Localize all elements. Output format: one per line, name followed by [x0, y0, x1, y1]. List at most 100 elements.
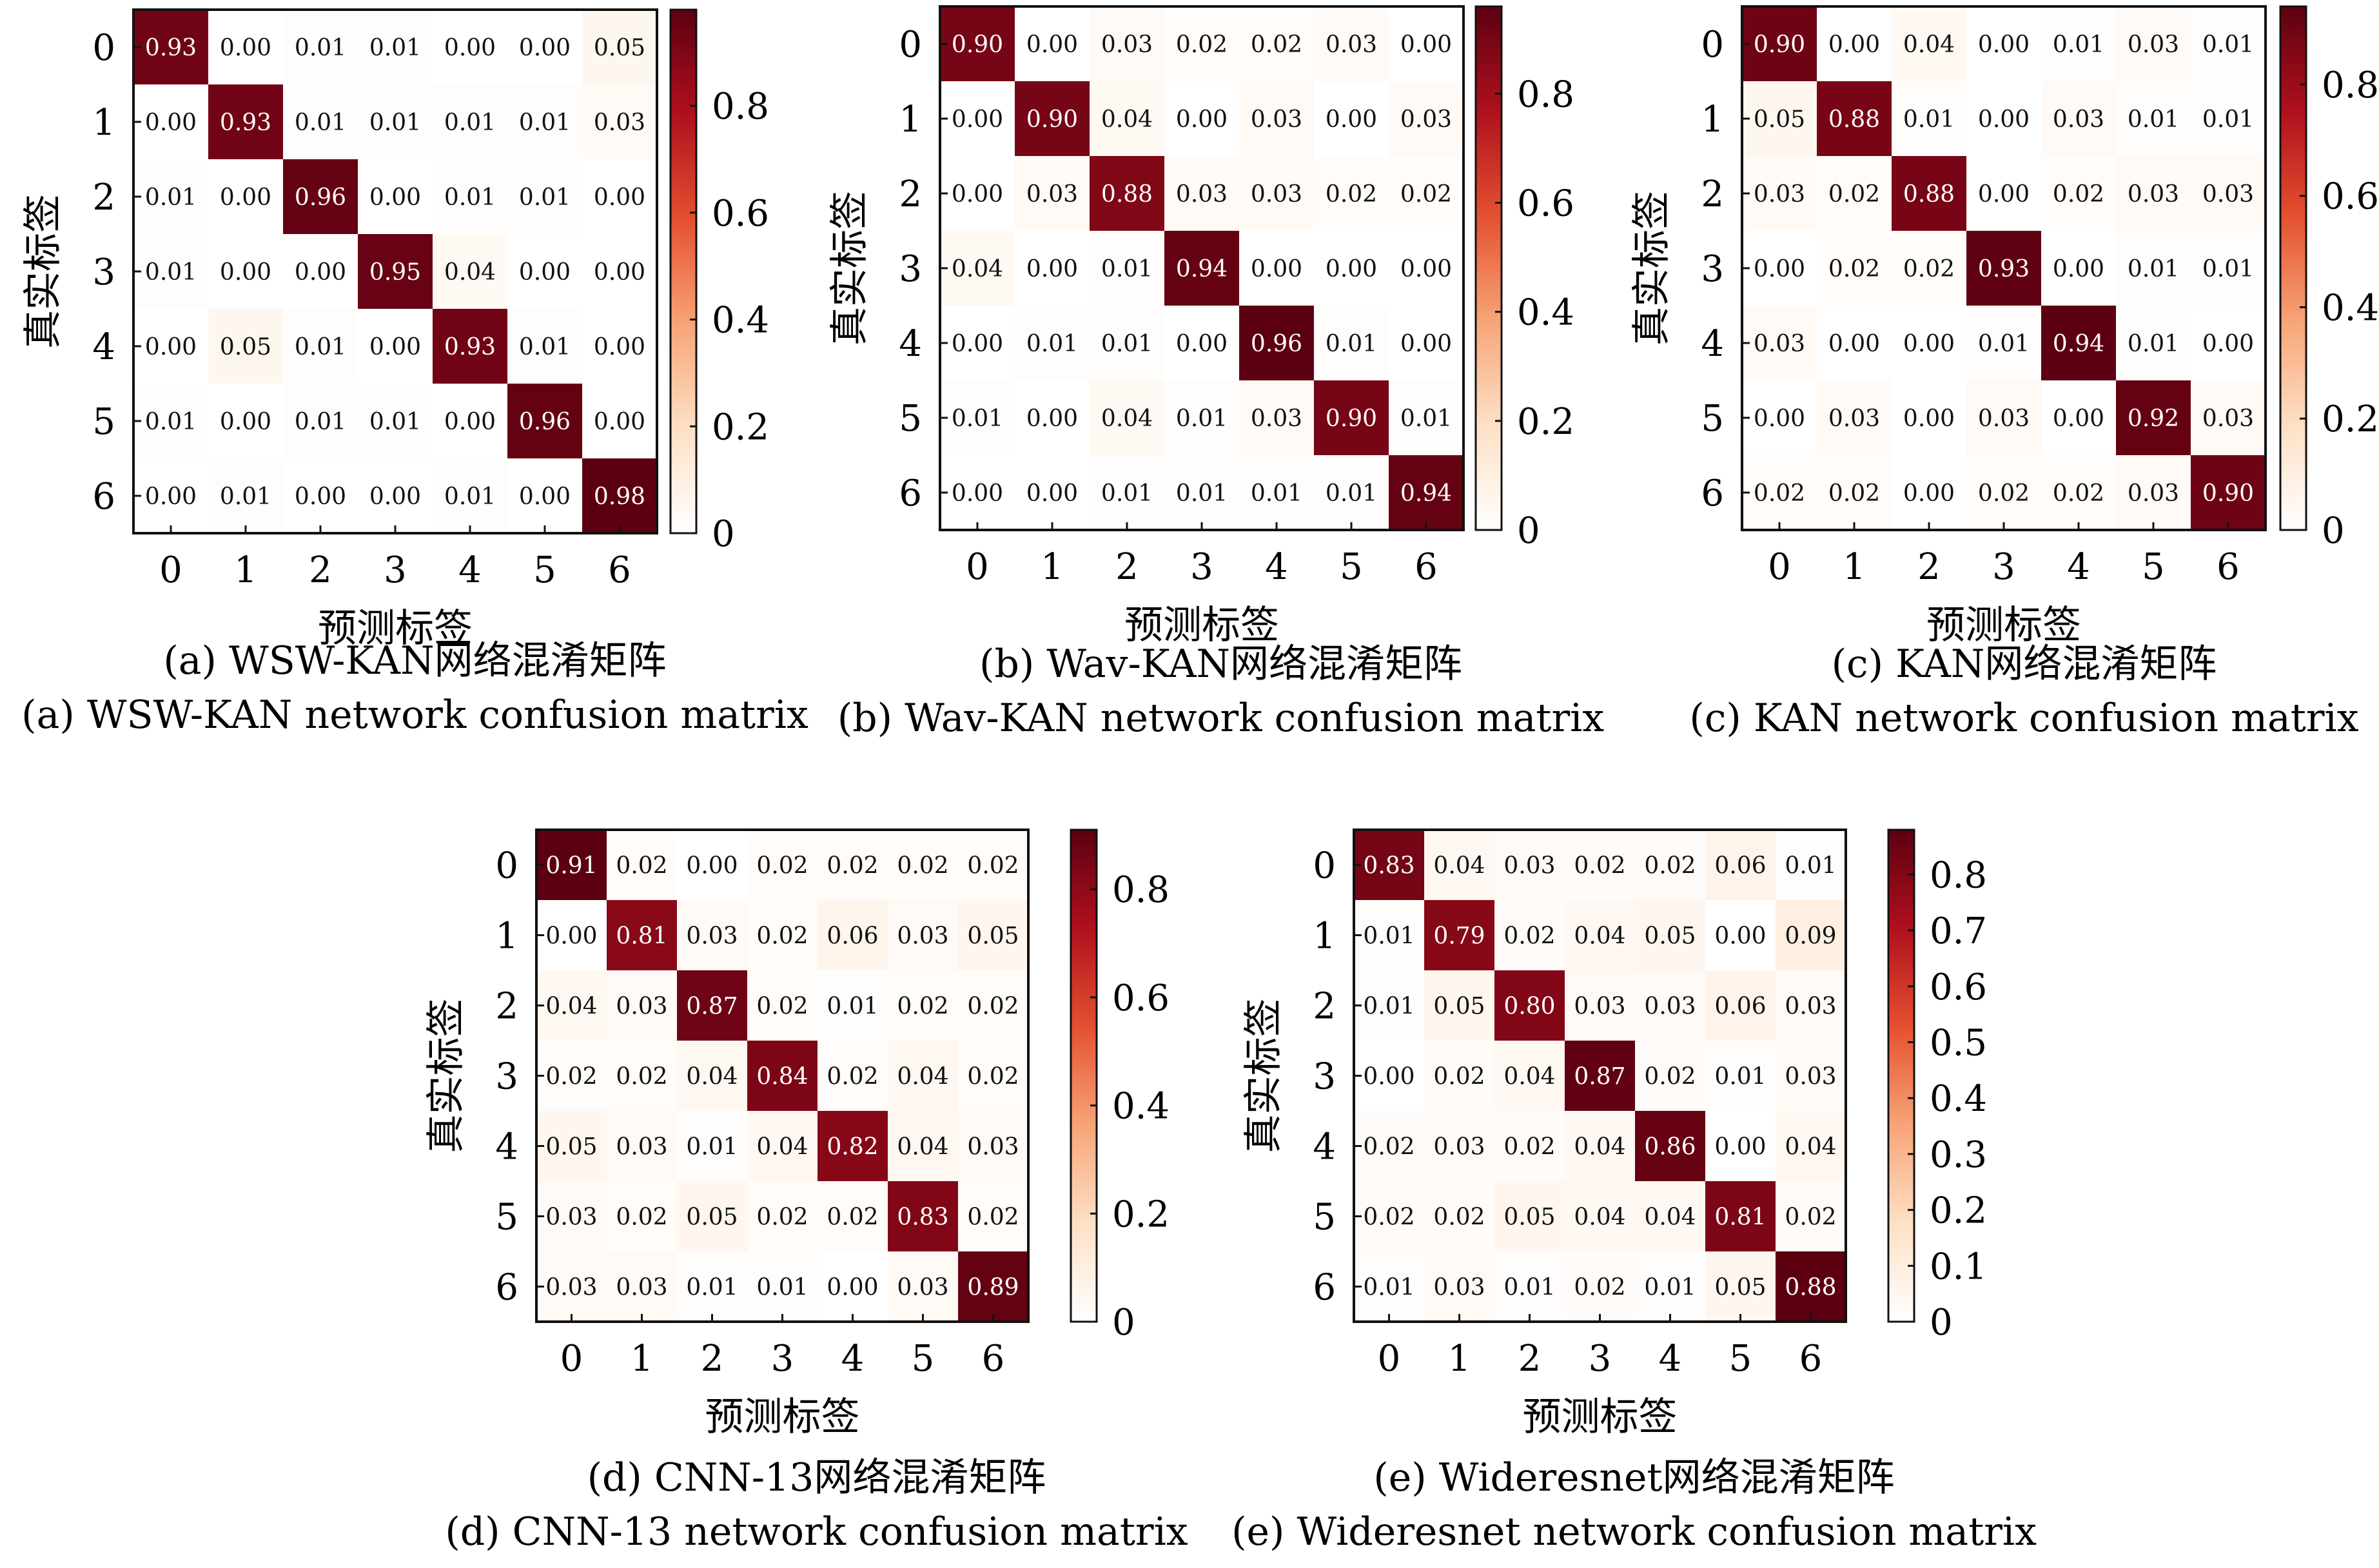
- x-tick-label: 1: [1041, 546, 1064, 588]
- matrix-cell: [208, 458, 283, 533]
- x-tick-label: 1: [631, 1338, 654, 1380]
- cell-value-label: 0.89: [967, 1275, 1019, 1301]
- cell-value-label: 0.02: [1574, 1275, 1625, 1301]
- cell-value-label: 0.00: [1754, 256, 1805, 282]
- cell-value-label: 0.00: [686, 853, 738, 879]
- cell-value-label: 0.02: [827, 1064, 878, 1090]
- cell-value-label: 0.05: [967, 923, 1019, 950]
- cell-value-label: 0.03: [1978, 406, 2030, 432]
- matrix-cell: [208, 309, 283, 384]
- matrix-cell: [1705, 1181, 1776, 1251]
- cell-value-label: 0.00: [594, 184, 645, 211]
- matrix-cell: [133, 458, 208, 533]
- matrix-cell: [1565, 1041, 1635, 1111]
- x-tick-label: 0: [1378, 1338, 1401, 1380]
- matrix-cell: [1015, 455, 1090, 530]
- matrix-cell: [1494, 830, 1565, 900]
- matrix-cell: [1015, 306, 1090, 380]
- matrix-cell: [507, 84, 582, 159]
- x-tick-label: 2: [701, 1338, 724, 1380]
- cell-value-label: 0.01: [2128, 331, 2179, 357]
- matrix-cell: [1565, 1181, 1635, 1251]
- x-tick-label: 0: [560, 1338, 583, 1380]
- matrix-cell: [433, 234, 507, 309]
- matrix-cell: [1705, 1041, 1776, 1111]
- matrix-cell: [1314, 81, 1389, 156]
- matrix-cell: [2191, 81, 2266, 156]
- matrix-cell: [1966, 455, 2041, 530]
- cell-value-label: 0.02: [1574, 853, 1625, 879]
- x-tick-label: 0: [966, 546, 989, 588]
- cell-value-label: 0.98: [594, 484, 645, 510]
- matrix-cell: [1164, 306, 1239, 380]
- matrix-cell: [1635, 1181, 1705, 1251]
- matrix-cell: [358, 234, 433, 309]
- matrix-cell: [133, 234, 208, 309]
- x-tick-label: 6: [2217, 546, 2240, 588]
- matrix-cell: [433, 159, 507, 234]
- cell-value-label: 0.00: [519, 35, 571, 61]
- colorbar-tick-label: 0.6: [2322, 176, 2379, 218]
- matrix-cell: [582, 384, 657, 458]
- cell-value-label: 0.03: [686, 923, 738, 950]
- matrix-cell: [507, 159, 582, 234]
- cell-value-label: 0.01: [952, 406, 1003, 432]
- confusion-matrix-panel-c: 0.90 0.00 0.04 0.00 0.01 0.03 0.01 0.05 0.88 0.01…: [1629, 5, 2379, 741]
- cell-value-label: 0.04: [1903, 32, 1955, 58]
- matrix-cell: [1239, 6, 1314, 81]
- y-tick-label: 3: [899, 248, 922, 290]
- x-tick-label: 5: [1340, 546, 1363, 588]
- cell-value-label: 0.01: [1714, 1064, 1766, 1090]
- cell-value-label: 0.00: [295, 259, 346, 286]
- cell-value-label: 0.03: [1433, 1275, 1485, 1301]
- cell-value-label: 0.01: [519, 334, 571, 360]
- matrix-cell: [677, 900, 747, 970]
- matrix-cell: [1424, 1251, 1494, 1322]
- matrix-cell: [607, 1251, 677, 1322]
- cell-value-label: 0.02: [545, 1064, 597, 1090]
- cell-value-label: 0.84: [756, 1064, 808, 1090]
- cell-value-label: 0.00: [2053, 406, 2104, 432]
- cell-value-label: 0.02: [756, 923, 808, 950]
- y-tick-label: 3: [495, 1056, 518, 1098]
- matrix-cell: [2191, 380, 2266, 455]
- matrix-cell: [433, 10, 507, 84]
- x-axis-label: 预测标签: [1124, 603, 1279, 648]
- matrix-cell: [1966, 306, 2041, 380]
- y-tick-label: 6: [1701, 473, 1724, 514]
- cell-value-label: 0.03: [1785, 994, 1836, 1020]
- matrix-cell: [958, 1041, 1028, 1111]
- cell-value-label: 0.03: [616, 1275, 667, 1301]
- matrix-cell: [2041, 231, 2116, 306]
- matrix-cell: [1742, 306, 1817, 380]
- cell-value-label: 0.00: [220, 259, 271, 286]
- cell-value-label: 0.04: [1101, 106, 1153, 133]
- matrix-cell: [1892, 380, 1966, 455]
- x-tick-label: 4: [2067, 546, 2090, 588]
- matrix-cell: [1389, 231, 1464, 306]
- matrix-cell: [1776, 1251, 1846, 1322]
- matrix-cell: [958, 1111, 1028, 1181]
- matrix-cell: [817, 1181, 888, 1251]
- cell-value-label: 0.04: [897, 1064, 948, 1090]
- matrix-cell: [208, 384, 283, 458]
- matrix-cell: [1354, 1111, 1424, 1181]
- matrix-cell: [208, 159, 283, 234]
- cell-value-label: 0.03: [1101, 32, 1153, 58]
- matrix-cell: [208, 10, 283, 84]
- matrix-cell: [2116, 156, 2191, 231]
- y-axis-label: 真实标签: [1241, 999, 1286, 1153]
- cell-value-label: 0.04: [686, 1064, 738, 1090]
- cell-value-label: 0.00: [545, 923, 597, 950]
- cell-value-label: 0.00: [1754, 406, 1805, 432]
- cell-value-label: 0.01: [145, 409, 197, 435]
- cell-value-label: 0.02: [1828, 480, 1880, 507]
- matrix-cell: [2116, 6, 2191, 81]
- colorbar-tick-label: 0.8: [1517, 74, 1574, 115]
- cell-value-label: 0.00: [1026, 32, 1078, 58]
- matrix-cell: [817, 970, 888, 1041]
- cell-value-label: 0.03: [1251, 181, 1302, 208]
- cell-value-label: 0.00: [1978, 106, 2030, 133]
- cell-value-label: 0.02: [967, 1204, 1019, 1231]
- matrix-cell: [747, 830, 817, 900]
